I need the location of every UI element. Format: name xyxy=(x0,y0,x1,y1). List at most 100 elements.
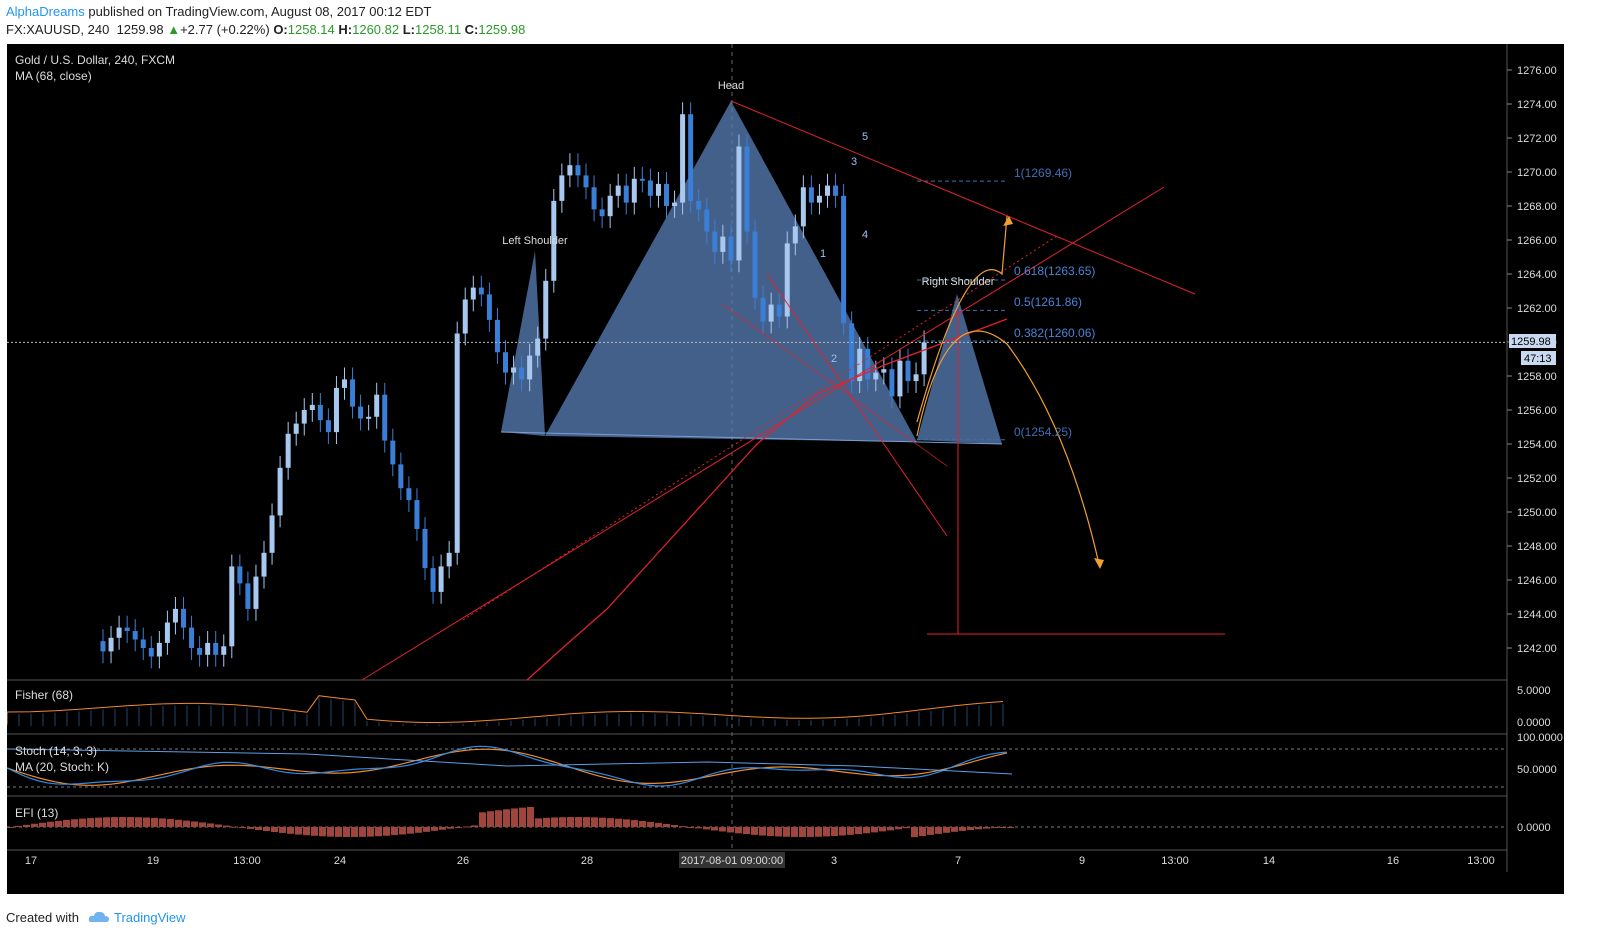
candle-body xyxy=(486,294,492,320)
efi-bar xyxy=(271,827,278,833)
candle-body xyxy=(808,187,814,203)
time-tag-box xyxy=(1521,351,1556,365)
efi-legend: EFI (13) xyxy=(15,806,58,820)
pattern-layer xyxy=(500,101,1003,445)
date-tick-label: 13:00 xyxy=(1161,855,1189,867)
price-tick-label: 1270.00 xyxy=(1517,167,1557,179)
candle-body xyxy=(680,114,686,203)
rising-trendline xyxy=(361,186,1165,681)
candle-body xyxy=(253,576,259,609)
efi-bar xyxy=(887,827,894,831)
efi-bar xyxy=(847,827,854,835)
efi-bar xyxy=(207,823,214,827)
candle-body xyxy=(350,379,356,407)
published-text: published on TradingView.com, August 08,… xyxy=(88,4,432,19)
candle-body xyxy=(873,372,879,380)
efi-bar xyxy=(31,823,38,827)
moving-average-line xyxy=(526,318,1008,681)
efi-bar xyxy=(599,817,606,827)
tradingview-link[interactable]: TradingView xyxy=(114,910,186,925)
efi-bar xyxy=(415,827,422,833)
upper-trendline xyxy=(730,100,1196,295)
candle-body xyxy=(148,648,154,657)
efi-bar xyxy=(135,817,142,827)
price-tick-label: 1272.00 xyxy=(1517,133,1557,145)
stoch-d-line xyxy=(6,745,1008,787)
efi-bar xyxy=(143,817,150,827)
candle-body xyxy=(237,566,243,584)
chart-svg[interactable]: 1242.00 1244.00 1246.00 1248.00 1250.00 1252.… xyxy=(6,44,1564,894)
efi-bar xyxy=(559,817,566,827)
efi-bar xyxy=(247,827,254,829)
efi-bar xyxy=(431,827,438,831)
candle-body xyxy=(623,185,629,203)
candle-body xyxy=(881,369,887,373)
price-tag-box xyxy=(1509,334,1556,348)
open-label: O: xyxy=(273,22,288,37)
price-tick-label: 1248.00 xyxy=(1517,541,1557,553)
efi-bar xyxy=(71,819,78,827)
efi-bar xyxy=(719,827,726,832)
efi-bar xyxy=(943,827,950,833)
candle-body xyxy=(366,416,372,419)
efi-bar xyxy=(607,818,614,827)
publish-header: AlphaDreams published on TradingView.com… xyxy=(0,0,1614,40)
efi-bar xyxy=(239,827,246,828)
efi-bar xyxy=(183,820,190,827)
candle-body xyxy=(269,515,275,553)
efi-bar xyxy=(759,827,766,836)
efi-bar xyxy=(255,827,262,830)
price-tick-label: 1246.00 xyxy=(1517,575,1557,587)
efi-bar xyxy=(391,827,398,836)
candle-body xyxy=(470,287,476,300)
efi-bar xyxy=(519,807,526,827)
candle-body xyxy=(800,187,806,227)
efi-bar xyxy=(111,817,118,827)
date-tick-label: 14 xyxy=(1263,855,1275,867)
candle-body xyxy=(511,367,517,373)
fisher-tick: 0.0000 xyxy=(1517,717,1551,729)
efi-bar xyxy=(975,827,982,830)
efi-bar xyxy=(191,821,198,827)
date-tick-label: 24 xyxy=(334,855,346,867)
candle-body xyxy=(865,348,871,380)
author-link[interactable]: AlphaDreams xyxy=(6,4,85,19)
candle-body xyxy=(116,627,122,638)
fib-label-0: 0(1254.25) xyxy=(1014,425,1072,439)
efi-bar xyxy=(511,808,518,827)
efi-bar xyxy=(495,810,502,827)
efi-bar xyxy=(967,827,974,831)
efi-bar xyxy=(535,818,542,827)
efi-bar xyxy=(623,819,630,827)
chart-frame[interactable]: 1242.00 1244.00 1246.00 1248.00 1250.00 1252.… xyxy=(6,44,1564,894)
efi-bar xyxy=(775,827,782,837)
efi-bar xyxy=(823,827,830,837)
candle-body xyxy=(664,183,669,206)
efi-bar xyxy=(119,817,126,827)
candle-body xyxy=(325,420,331,433)
ohlc-line: FX:XAUUSD, 240 1259.98 ▲+2.77 (+0.22%) O… xyxy=(6,22,525,37)
candle-body xyxy=(631,178,637,203)
candle-body xyxy=(720,236,726,252)
fisher-line xyxy=(6,695,1004,724)
efi-bar xyxy=(359,827,366,837)
candle-body xyxy=(229,566,235,647)
efi-bar xyxy=(399,827,406,835)
candle-body xyxy=(213,642,219,655)
efi-bar xyxy=(343,827,350,837)
efi-bar xyxy=(951,827,958,832)
date-tick-label: 2017-08-01 09:00:00 xyxy=(681,855,783,867)
wave-label-2: 2 xyxy=(831,353,837,365)
candle-body xyxy=(398,464,404,489)
efi-bar xyxy=(55,820,62,827)
high-value: 1260.82 xyxy=(352,22,400,37)
date-tick-label: 13:00 xyxy=(233,855,261,867)
efi-bar xyxy=(63,819,70,827)
efi-bar xyxy=(751,827,758,835)
candle-body xyxy=(647,180,653,196)
candle-body xyxy=(301,410,307,424)
efi-bar xyxy=(351,827,358,837)
candle-body xyxy=(293,423,299,434)
efi-bar xyxy=(791,827,798,837)
efi-bar xyxy=(567,817,574,827)
